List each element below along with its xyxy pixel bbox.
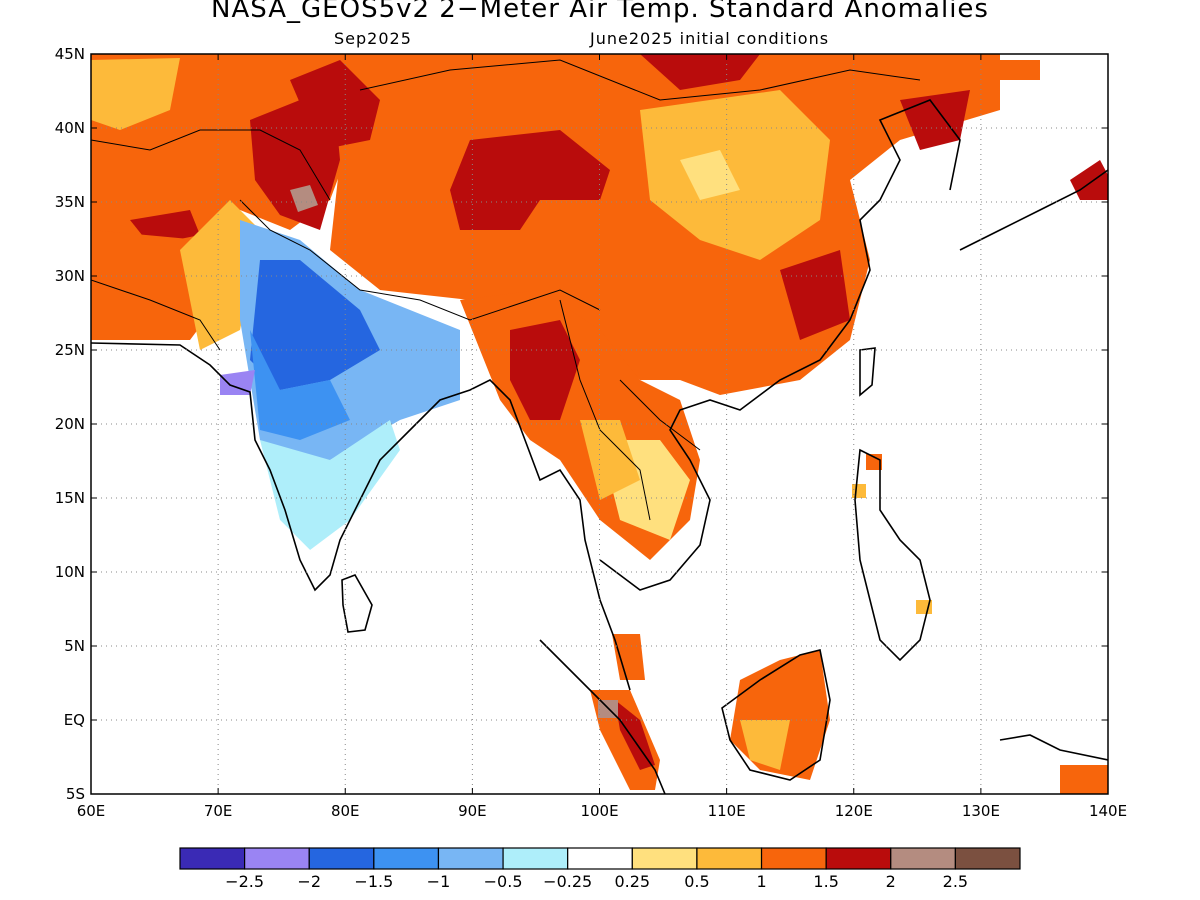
- east-china-light-region: [680, 150, 740, 200]
- luzon-mild-spot: [852, 484, 866, 498]
- border-layer: [91, 59, 921, 521]
- x-tick-label: 100E: [580, 802, 618, 820]
- gridlines: [91, 54, 1108, 794]
- coastline-layer: [91, 99, 1108, 794]
- colorbar-label: 2: [886, 872, 896, 891]
- colorbar-label: 1.5: [813, 872, 838, 891]
- colorbar-label: −1: [427, 872, 451, 891]
- colorbar-label: −0.25: [543, 872, 592, 891]
- colorbar-label: −2: [297, 872, 321, 891]
- map-title: NASA_GEOS5v2 2−Meter Air Temp. Standard …: [211, 0, 989, 24]
- y-tick-label: 10N: [55, 563, 85, 581]
- x-tick-label: 60E: [77, 802, 106, 820]
- colorbar-swatch: [825, 847, 892, 870]
- y-tick-label: 5N: [64, 637, 85, 655]
- x-tick-label: 110E: [708, 802, 746, 820]
- colorbar-label: 2.5: [943, 872, 968, 891]
- luzon-warm-spot: [866, 454, 882, 470]
- colorbar-swatch: [437, 847, 504, 870]
- colorbar-swatch: [502, 847, 569, 870]
- map-axes: 60E 70E 80E 90E 100E 110E 120E 130E 140E 5S EQ 5N 10…: [55, 45, 1127, 820]
- india-moderate-cool: [250, 330, 350, 440]
- colorbar-swatch: [631, 847, 698, 870]
- x-tick-label: 120E: [835, 802, 873, 820]
- borneo-coastline: [721, 649, 831, 781]
- y-tick-label: 45N: [55, 45, 85, 63]
- colorbar-swatch: [308, 847, 375, 870]
- southeast-china-hotspot: [780, 250, 850, 340]
- colorbar-label: −2.5: [225, 872, 264, 891]
- colorbar-label: −0.5: [484, 872, 523, 891]
- colorbar: −2.5 −2 −1.5 −1 −0.5 −0.25 0.25 0.5 1 1.5 2 2.5: [179, 847, 1021, 891]
- colorbar-swatch: [890, 847, 956, 870]
- west-asia-mild-region: [91, 58, 180, 130]
- colorbar-swatch: [179, 847, 246, 870]
- colorbar-swatch: [244, 847, 310, 870]
- south-india-lightcool: [260, 420, 400, 550]
- x-tick-label: 140E: [1089, 802, 1127, 820]
- y-tick-label: 40N: [55, 119, 85, 137]
- north-tibet-hotspot: [290, 60, 380, 150]
- kashmir-peak-region: [290, 185, 318, 212]
- colorbar-swatch: [567, 847, 633, 870]
- taiwan-coastline: [859, 347, 876, 397]
- sumatra-coastline: [539, 639, 666, 794]
- colorbar-swatch: [696, 847, 763, 870]
- y-tick-label: 5S: [66, 785, 85, 803]
- y-tick-label: 30N: [55, 267, 85, 285]
- central-asia-border: [91, 129, 331, 201]
- myanmar-hotspot-region: [510, 320, 580, 420]
- initial-conditions: June2025 initial conditions: [590, 29, 830, 48]
- x-tick-label: 130E: [962, 802, 1000, 820]
- borneo-mild-region: [740, 720, 790, 770]
- japan-warm: [1000, 60, 1040, 80]
- south-asia-coastline: [91, 342, 631, 691]
- colorbar-label: 0.5: [684, 872, 709, 891]
- indochina-coastline: [599, 99, 961, 591]
- colorbar-label: 0.25: [614, 872, 650, 891]
- y-tick-label: EQ: [64, 711, 85, 729]
- west-asia-border: [91, 279, 221, 351]
- y-tick-label: 35N: [55, 193, 85, 211]
- mongolia-hotspot-region: [640, 54, 760, 90]
- china-mild-region: [640, 90, 830, 260]
- west-india-purple: [220, 370, 255, 395]
- colorbar-swatch: [373, 847, 440, 870]
- x-tick-label: 80E: [331, 802, 360, 820]
- new-guinea-coastline: [999, 734, 1108, 761]
- x-tick-label: 90E: [458, 802, 487, 820]
- colorbar-label: 1: [756, 872, 766, 891]
- y-tick-label: 20N: [55, 415, 85, 433]
- malaya-warm-region: [612, 634, 645, 680]
- philippines-coastline: [854, 448, 931, 662]
- x-tick-label: 70E: [204, 802, 233, 820]
- thailand-mild-region: [580, 420, 640, 500]
- colorbar-swatch: [760, 847, 827, 870]
- tibet-hotspot-region: [450, 130, 610, 230]
- sri-lanka-coastline: [341, 574, 373, 633]
- japan-coastline: [959, 169, 1108, 251]
- colorbar-label: −1.5: [354, 872, 393, 891]
- himalaya-border: [239, 199, 601, 321]
- forecast-month: Sep2025: [334, 29, 412, 48]
- new-guinea-warm-spot: [1060, 765, 1108, 794]
- sumatra-hotspot-region: [615, 700, 655, 770]
- central-india-cool-region: [250, 260, 380, 390]
- china-north-border: [359, 59, 921, 101]
- colorbar-swatch: [954, 847, 1021, 870]
- y-tick-label: 15N: [55, 489, 85, 507]
- anomaly-field-layer: [91, 54, 1108, 794]
- y-tick-label: 25N: [55, 341, 85, 359]
- japan-hotspot: [1070, 160, 1108, 200]
